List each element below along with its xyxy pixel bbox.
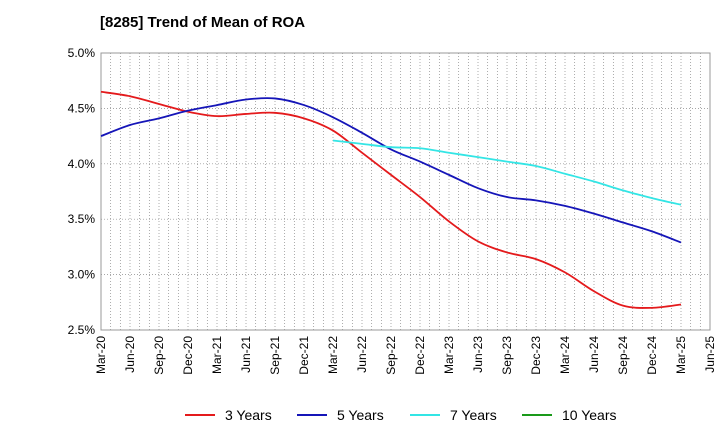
plot-frame [100,52,711,331]
x-tick-label: Jun-23 [471,336,485,373]
y-tick-label: 4.5% [68,101,96,115]
y-tick-label: 3.0% [68,268,96,282]
x-tick-label: Jun-25 [703,336,717,373]
legend-item-7-years: 7 Years [410,404,497,426]
legend-swatch [185,414,215,416]
legend-swatch [297,414,327,416]
chart-title: [8285] Trend of Mean of ROA [100,14,306,31]
x-tick-label: Sep-21 [268,336,282,375]
legend-item-10-years: 10 Years [522,404,617,426]
x-tick-label: Sep-20 [152,336,166,375]
legend-label: 10 Years [562,407,617,423]
x-tick-label: Mar-24 [558,336,572,374]
x-tick-label: Dec-23 [529,336,543,375]
legend: 3 Years 5 Years 7 Years 10 Years [0,404,720,426]
x-tick-label: Jun-21 [239,336,253,373]
y-tick-label: 4.0% [68,157,96,171]
x-tick-label: Jun-22 [355,336,369,373]
legend-item-3-years: 3 Years [185,404,272,426]
y-tick-label: 2.5% [68,323,96,337]
x-tick-label: Mar-23 [442,336,456,374]
x-tick-label: Mar-25 [674,336,688,374]
x-tick-label: Mar-20 [94,336,108,374]
x-tick-label: Sep-22 [384,336,398,375]
x-tick-label: Dec-21 [297,336,311,375]
legend-item-5-years: 5 Years [297,404,384,426]
legend-label: 3 Years [225,407,272,423]
x-tick-label: Dec-24 [645,336,659,375]
y-tick-label: 3.5% [68,212,96,226]
legend-swatch [522,414,552,416]
x-tick-label: Dec-22 [413,336,427,375]
series-line-5-years [100,97,682,244]
x-tick-label: Dec-20 [181,336,195,375]
series-line-7-years [332,139,682,206]
x-tick-label: Sep-24 [616,336,630,375]
x-tick-label: Jun-24 [587,336,601,373]
legend-label: 5 Years [337,407,384,423]
legend-swatch [410,414,440,416]
x-tick-label: Sep-23 [500,336,514,375]
x-tick-label: Mar-22 [326,336,340,374]
x-tick-label: Mar-21 [210,336,224,374]
series-line-3-years [100,90,682,309]
y-tick-label: 5.0% [68,46,96,60]
x-tick-label: Jun-20 [123,336,137,373]
legend-label: 7 Years [450,407,497,423]
